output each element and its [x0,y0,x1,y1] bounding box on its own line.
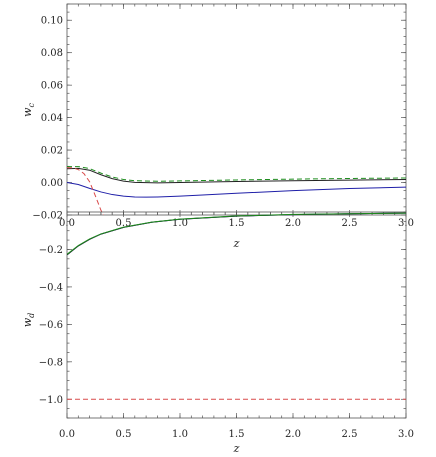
y-tick-label: 0.08 [41,48,63,59]
x-axis-label: z [233,237,240,250]
x-tick-label: 2.0 [285,218,301,229]
x-tick-label: 2.5 [342,218,358,229]
y-tick-label: 0.04 [41,113,63,124]
series-line-1 [67,167,406,184]
y-tick-label: −0.02 [32,211,63,222]
y-tick-label: 0.00 [41,178,63,189]
x-tick-label: 1.0 [172,218,188,229]
y-tick-label: −0.8 [39,357,63,368]
y-axis-label-subscript: d [27,313,36,318]
series-line-2 [67,212,406,255]
series-line-0 [67,182,406,198]
y-tick-label: 0.02 [41,146,63,157]
series-line-3 [67,167,105,215]
y-axis-label: wc [21,103,36,117]
y-tick-label: −1.0 [39,395,63,406]
y-tick-label: −0.4 [39,282,63,293]
x-tick-label: 1.5 [229,429,245,440]
x-tick-label: 0.5 [116,218,132,229]
x-tick-label: 2.5 [342,429,358,440]
x-tick-label: 2.0 [285,429,301,440]
chart-panel-bottom: 0.0 0.5 1.0 1.5 2.0 2.5 3.0 −0.2 −0.4 −0.6 −0.8 −1.… [21,211,414,455]
x-axis-label: z [233,442,240,455]
x-tick-label: 1.5 [229,218,245,229]
x-tick-label: 3.0 [398,429,414,440]
chart-panel-top: 0.0 0.5 1.0 1.5 2.0 2.5 3.00.000.020.040.060.0… [21,3,414,250]
series-line-2 [67,166,406,182]
y-tick-label: −0.2 [39,245,63,256]
x-tick-label: 1.0 [172,429,188,440]
x-tick-label: 0.5 [116,429,132,440]
plot-frame [66,3,407,216]
y-axis-label-subscript: c [27,103,36,108]
y-tick-label: 0.10 [41,16,63,27]
y-tick-label: 0.06 [41,81,63,92]
y-axis-label: wd [21,313,36,328]
y-tick-label: −0.6 [39,320,63,331]
x-tick-label: 0.0 [59,429,75,440]
